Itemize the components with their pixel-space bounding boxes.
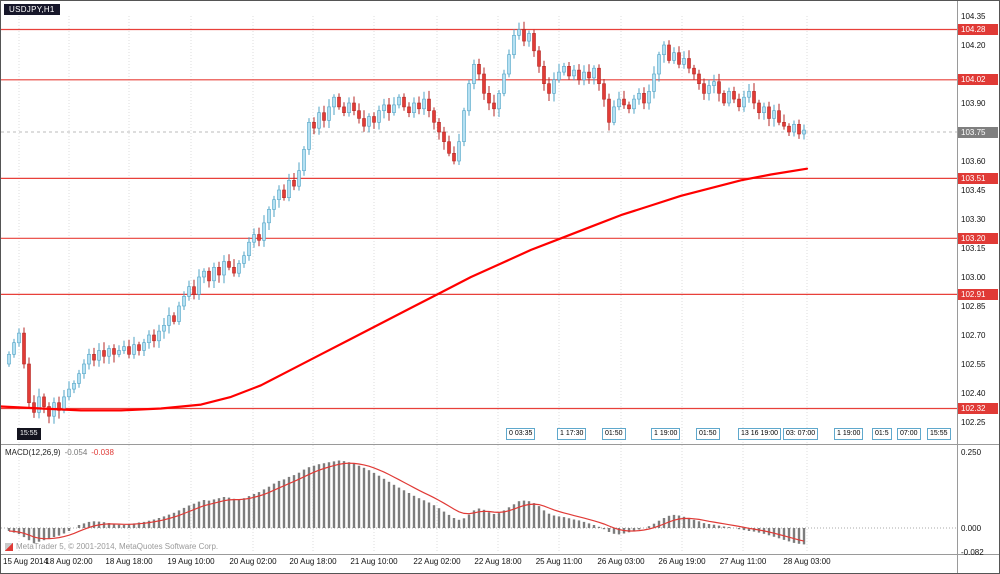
time-marker[interactable]: 13 16 19:00	[738, 428, 781, 440]
moving-average-line[interactable]	[1, 167, 809, 412]
price-tick-label: 102.40	[961, 388, 986, 398]
watermark-text: MetaTrader 5, © 2001-2014, MetaQuotes So…	[16, 542, 219, 551]
price-tick-label: 103.90	[961, 98, 986, 108]
time-marker[interactable]: 15:55	[17, 428, 41, 440]
price-tick-label: 102.55	[961, 359, 986, 369]
time-marker[interactable]: 1 19:00	[834, 428, 864, 440]
current-price-badge: 103.75	[958, 126, 998, 138]
macd-tick-label: 0.250	[961, 447, 982, 457]
macd-tick-label: 0.000	[961, 523, 982, 533]
time-marker[interactable]: 07:00	[897, 428, 921, 440]
price-tick-label: 103.60	[961, 156, 986, 166]
time-axis-label: 18 Aug 18:00	[105, 557, 153, 566]
time-marker[interactable]: 1 17:30	[557, 428, 587, 440]
price-tick-label: 104.20	[961, 40, 986, 50]
time-axis[interactable]: 15 Aug 2014 18 Aug 02:00 18 Aug 18:00 19 Au…	[1, 557, 999, 571]
price-tick-label: 102.85	[961, 301, 986, 311]
price-axis[interactable]: 104.35 104.20 103.90 103.60 103.45 103.30 103.…	[958, 1, 999, 573]
macd-name: MACD(12,26,9)	[5, 448, 61, 457]
time-marker[interactable]: 1 19:00	[651, 428, 681, 440]
macd-histogram	[7, 460, 806, 545]
time-marker[interactable]: 03: 07:00	[783, 428, 819, 440]
time-axis-label: 19 Aug 10:00	[167, 557, 215, 566]
time-axis-label: 21 Aug 10:00	[350, 557, 398, 566]
time-marker[interactable]: 01:5	[872, 428, 892, 440]
time-axis-label: 28 Aug 03:00	[783, 557, 831, 566]
time-axis-label: 25 Aug 11:00	[535, 557, 583, 566]
symbol-period-label: USDJPY,H1	[4, 4, 60, 15]
macd-signal-line	[8, 462, 805, 542]
macd-indicator-label: MACD(12,26,9) -0.054 -0.038	[5, 448, 114, 457]
time-axis-label: 22 Aug 02:00	[413, 557, 461, 566]
time-marker[interactable]: 0 03:35	[506, 428, 536, 440]
time-axis-label: 22 Aug 18:00	[474, 557, 522, 566]
time-marker-strip: 15:55 0 03:35 1 17:30 01:50 1 19:00 01:50 13 1…	[1, 428, 999, 440]
price-level-badge: 102.91	[958, 288, 998, 300]
price-level-badge: 103.20	[958, 232, 998, 244]
macd-tick-label: -0.082	[961, 548, 984, 558]
price-tick-label: 102.70	[961, 330, 986, 340]
price-tick-label: 103.30	[961, 214, 986, 224]
macd-signal-value: -0.038	[91, 448, 114, 457]
price-tick-label: 103.45	[961, 185, 986, 195]
time-axis-label: 20 Aug 02:00	[229, 557, 277, 566]
time-axis-label: 20 Aug 18:00	[289, 557, 337, 566]
time-axis-label: 15 Aug 2014	[3, 557, 48, 566]
time-axis-label: 26 Aug 19:00	[658, 557, 706, 566]
price-level-badge: 103.51	[958, 172, 998, 184]
price-level-badge: 104.28	[958, 24, 998, 35]
price-level-badge: 104.02	[958, 74, 998, 86]
time-axis-label: 27 Aug 11:00	[719, 557, 767, 566]
price-level-badge: 102.32	[958, 403, 998, 414]
price-tick-label: 104.35	[961, 11, 986, 21]
macd-main-value: -0.054	[64, 448, 88, 457]
price-tick-label: 102.25	[961, 417, 986, 427]
time-axis-label: 18 Aug 02:00	[45, 557, 93, 566]
metatrader-watermark: MetaTrader 5, © 2001-2014, MetaQuotes So…	[5, 542, 218, 551]
metatrader-logo-icon	[5, 542, 13, 551]
time-marker[interactable]: 15:55	[927, 428, 951, 440]
time-axis-label: 26 Aug 03:00	[597, 557, 645, 566]
price-tick-label: 103.15	[961, 243, 986, 253]
price-tick-label: 103.00	[961, 272, 986, 282]
time-marker[interactable]: 01:50	[696, 428, 720, 440]
time-marker[interactable]: 01:50	[602, 428, 626, 440]
candlesticks	[7, 21, 806, 424]
